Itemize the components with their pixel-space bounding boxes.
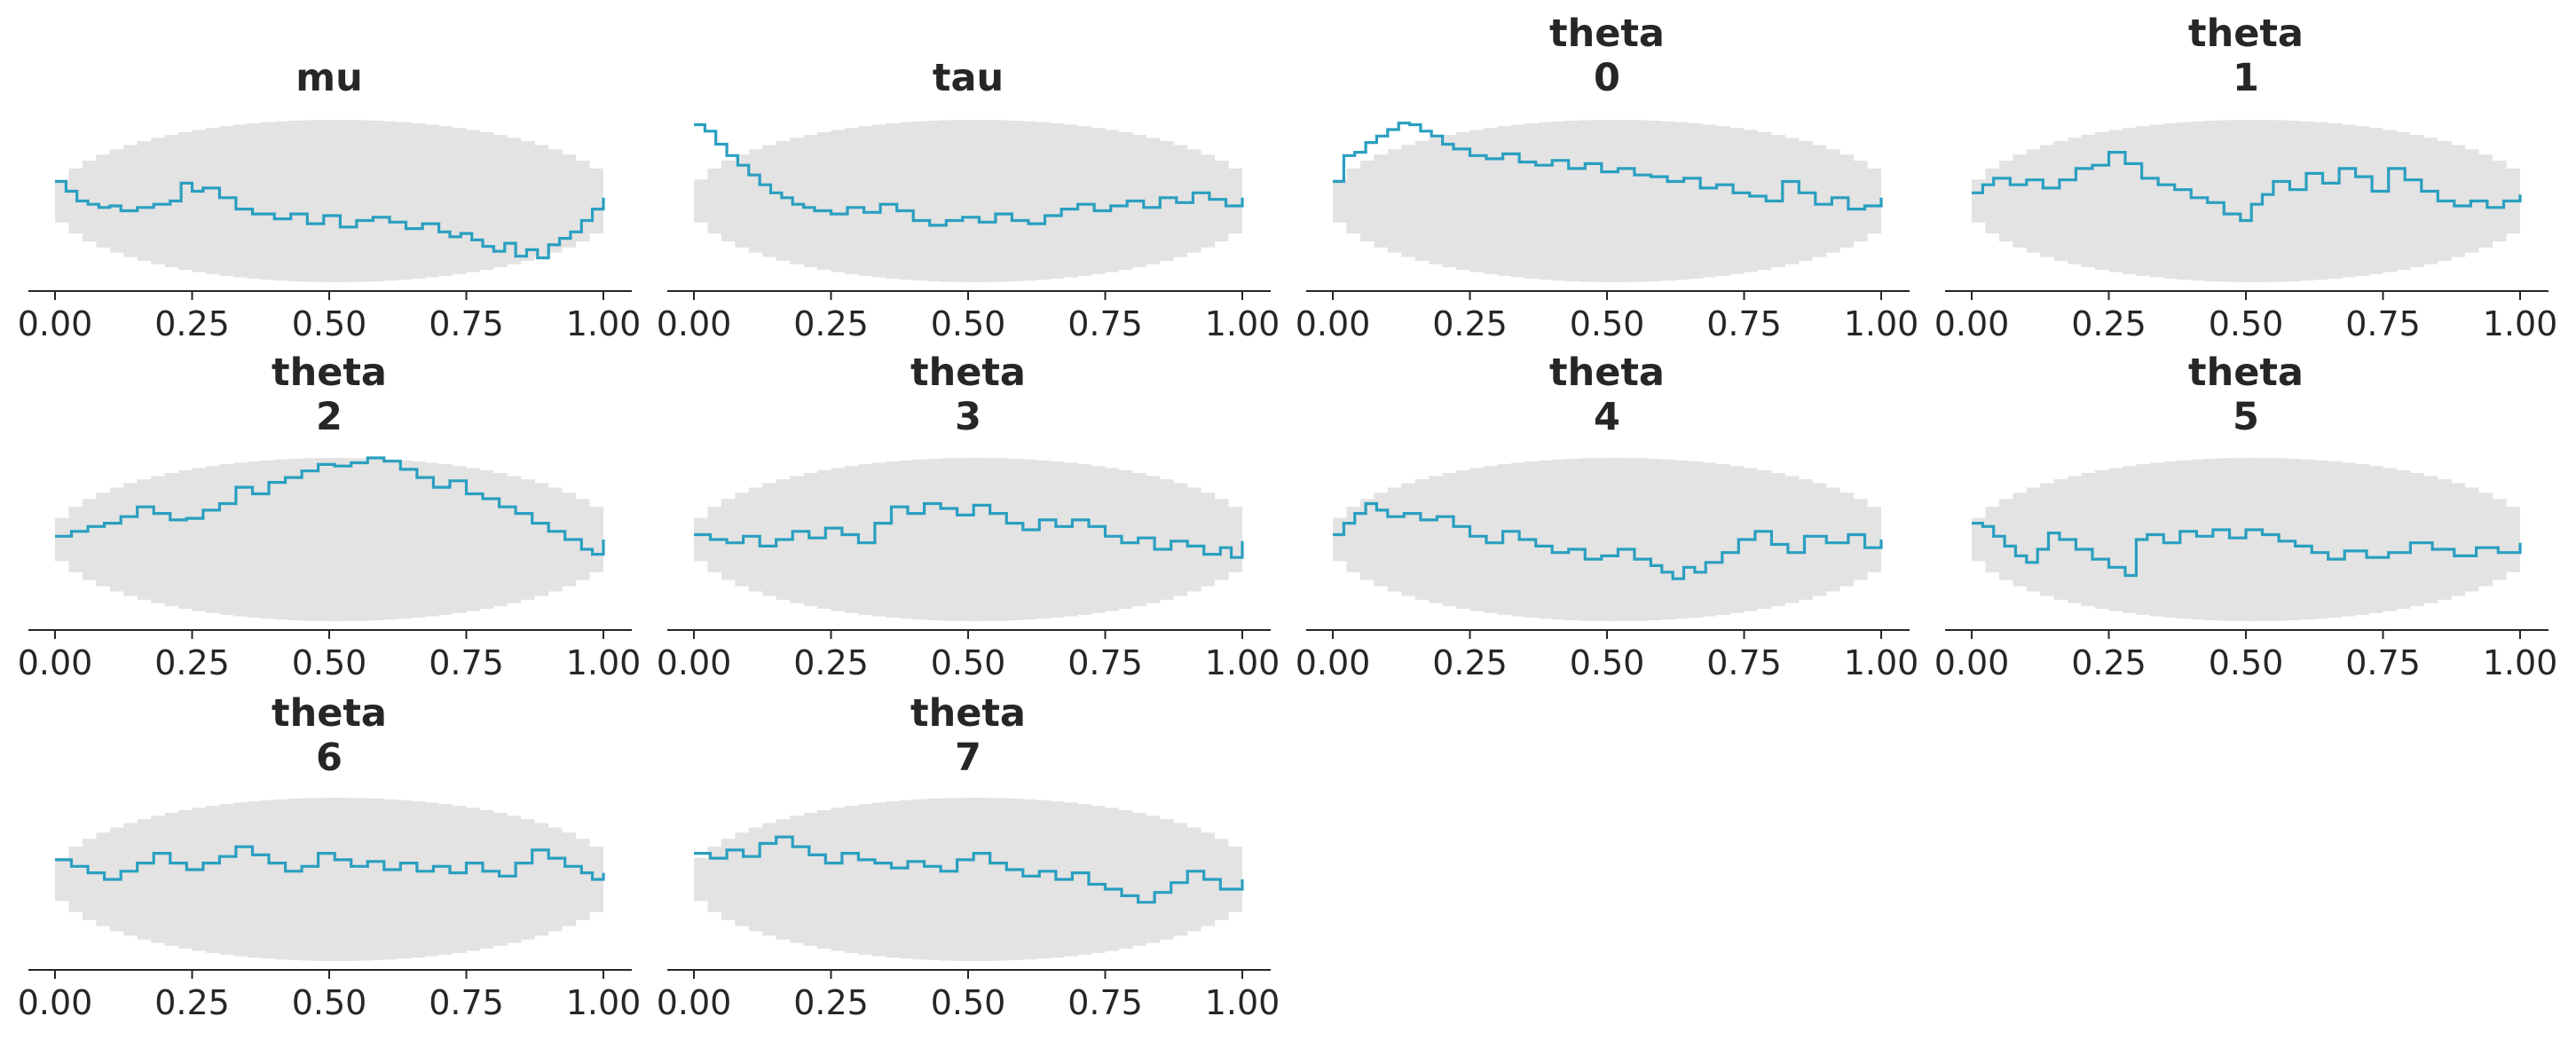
panel-title: 7 xyxy=(955,736,981,780)
x-tick-label: 0.00 xyxy=(18,643,93,682)
x-tick-label: 1.00 xyxy=(2483,304,2558,343)
x-tick-label: 0.00 xyxy=(657,983,732,1022)
hdi-band xyxy=(55,120,603,282)
trace-line xyxy=(1333,122,1883,211)
panel-title: theta xyxy=(272,691,387,736)
x-tick-label: 0.50 xyxy=(1570,643,1645,682)
x-tick-label: 0.50 xyxy=(2209,643,2284,682)
x-tick-label: 0.75 xyxy=(429,983,504,1022)
x-tick-label: 0.00 xyxy=(657,643,732,682)
x-tick-label: 0.00 xyxy=(1296,304,1371,343)
x-tick-label: 0.25 xyxy=(2071,643,2147,682)
trace-line xyxy=(55,845,605,881)
panel-title: theta xyxy=(910,351,1026,395)
trace-line xyxy=(694,501,1244,559)
x-tick-label: 1.00 xyxy=(1844,304,1919,343)
panel-title: 5 xyxy=(2233,395,2259,439)
panel-title: theta xyxy=(910,691,1026,736)
x-tick-label: 0.50 xyxy=(931,304,1006,343)
panel-title: theta xyxy=(2188,12,2304,56)
x-tick-label: 0.50 xyxy=(931,983,1006,1022)
x-tick-label: 0.50 xyxy=(2209,304,2284,343)
panel-title: 6 xyxy=(316,736,343,780)
x-tick-label: 1.00 xyxy=(2483,643,2558,682)
panel-title: theta xyxy=(2188,351,2304,395)
x-tick-label: 0.25 xyxy=(154,304,230,343)
x-tick-label: 0.25 xyxy=(793,304,869,343)
x-tick-label: 1.00 xyxy=(1205,983,1280,1022)
x-tick-label: 0.75 xyxy=(1067,983,1143,1022)
x-tick-label: 0.25 xyxy=(793,983,869,1022)
x-tick-label: 0.00 xyxy=(18,983,93,1022)
x-tick-label: 1.00 xyxy=(566,983,642,1022)
hdi-band xyxy=(55,798,603,961)
x-tick-label: 0.75 xyxy=(429,643,504,682)
trace-line xyxy=(1333,501,1883,580)
hdi-band xyxy=(694,120,1242,282)
panel-title: tau xyxy=(933,56,1004,100)
panel-title: theta xyxy=(1549,351,1665,395)
panel-title: 1 xyxy=(2233,56,2259,100)
x-tick-label: 0.25 xyxy=(793,643,869,682)
x-tick-label: 0.75 xyxy=(1067,643,1143,682)
x-tick-label: 0.75 xyxy=(2345,304,2421,343)
panel-title: theta xyxy=(1549,12,1665,56)
trace-line xyxy=(694,835,1244,904)
x-tick-label: 0.00 xyxy=(657,304,732,343)
hdi-band xyxy=(1972,458,2520,621)
x-tick-label: 0.00 xyxy=(1934,304,2010,343)
x-tick-label: 0.25 xyxy=(154,643,230,682)
x-tick-label: 1.00 xyxy=(566,304,642,343)
x-tick-label: 0.50 xyxy=(292,983,367,1022)
x-tick-label: 0.75 xyxy=(1067,304,1143,343)
panel-title: 2 xyxy=(316,395,343,439)
panel-title: theta xyxy=(272,351,387,395)
trace-line xyxy=(1972,522,2522,578)
hdi-band xyxy=(1333,120,1881,282)
x-tick-label: 0.75 xyxy=(429,304,504,343)
trace-line xyxy=(1972,151,2522,223)
x-tick-label: 1.00 xyxy=(1205,304,1280,343)
x-tick-label: 1.00 xyxy=(566,643,642,682)
panel-title: 3 xyxy=(955,395,981,439)
hdi-band xyxy=(1333,458,1881,621)
x-tick-label: 1.00 xyxy=(1205,643,1280,682)
x-tick-label: 0.25 xyxy=(1432,304,1508,343)
x-tick-label: 0.75 xyxy=(2345,643,2421,682)
x-tick-label: 0.25 xyxy=(2071,304,2147,343)
trace-panel-0: mu 0.00 0.25 0.50 0.75 1.00 xyxy=(18,56,642,343)
x-tick-label: 0.50 xyxy=(292,643,367,682)
x-tick-label: 0.50 xyxy=(292,304,367,343)
panel-title: mu xyxy=(295,56,362,100)
x-tick-label: 0.00 xyxy=(1934,643,2010,682)
x-tick-label: 0.00 xyxy=(18,304,93,343)
x-tick-label: 0.75 xyxy=(1706,643,1782,682)
x-tick-label: 0.00 xyxy=(1296,643,1371,682)
trace-panel-1: tau 0.00 0.25 0.50 0.75 1.00 xyxy=(657,56,1280,343)
panel-title: 0 xyxy=(1594,56,1620,100)
hdi-band xyxy=(694,798,1242,961)
x-tick-label: 0.50 xyxy=(1570,304,1645,343)
x-tick-label: 0.50 xyxy=(931,643,1006,682)
hdi-band xyxy=(694,458,1242,621)
x-tick-label: 0.75 xyxy=(1706,304,1782,343)
panel-title: 4 xyxy=(1594,395,1620,439)
hdi-band xyxy=(55,458,603,621)
x-tick-label: 1.00 xyxy=(1844,643,1919,682)
x-tick-label: 0.25 xyxy=(1432,643,1508,682)
trace-line xyxy=(694,122,1244,227)
x-tick-label: 0.25 xyxy=(154,983,230,1022)
trace-line xyxy=(55,456,605,556)
trace-line xyxy=(55,179,605,260)
